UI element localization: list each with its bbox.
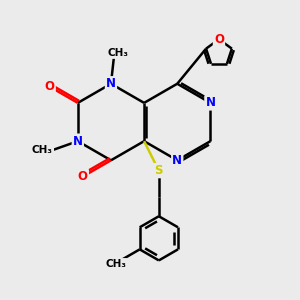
- Text: CH₃: CH₃: [108, 48, 129, 58]
- Text: CH₃: CH₃: [32, 145, 53, 155]
- Text: S: S: [154, 164, 163, 177]
- Text: O: O: [45, 80, 55, 93]
- Text: O: O: [78, 170, 88, 183]
- Text: N: N: [106, 77, 116, 90]
- Text: CH₃: CH₃: [106, 259, 127, 269]
- Text: N: N: [73, 135, 83, 148]
- Text: O: O: [214, 33, 224, 46]
- Text: N: N: [206, 96, 215, 110]
- Text: N: N: [172, 154, 182, 167]
